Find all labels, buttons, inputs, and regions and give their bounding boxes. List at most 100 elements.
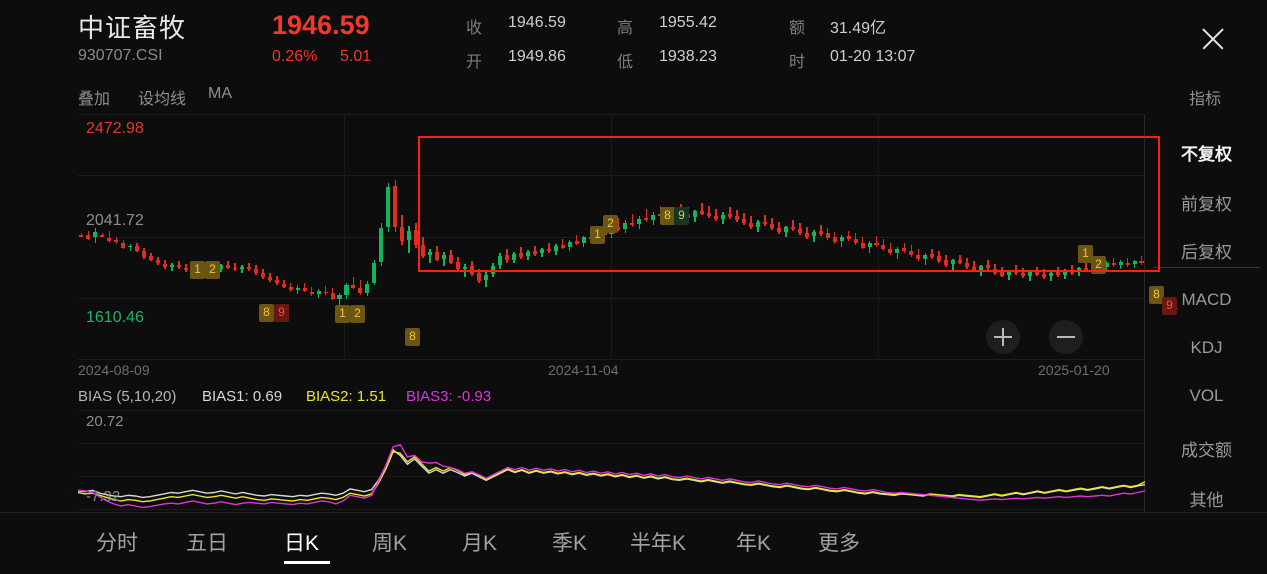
candle-body bbox=[260, 273, 265, 277]
chart-toolbar: 叠加 设均线 MA 指标 bbox=[0, 84, 1267, 114]
candle-body bbox=[386, 187, 391, 227]
change-value: 5.01 bbox=[340, 48, 372, 65]
candle-wick bbox=[1008, 270, 1010, 281]
candle-wick bbox=[1112, 258, 1115, 268]
tab-五日[interactable]: 五日 bbox=[186, 532, 228, 555]
candle-body bbox=[1034, 271, 1039, 275]
zoom-out-icon[interactable] bbox=[1049, 320, 1083, 354]
candle-body bbox=[351, 284, 356, 288]
candle-body bbox=[902, 248, 907, 252]
candle-wick bbox=[547, 243, 550, 253]
bias-subchart: 20.72 -7.32 bbox=[78, 410, 1145, 510]
candle-body bbox=[741, 219, 746, 224]
marker-badge: 1 bbox=[1078, 245, 1093, 263]
tab-季K[interactable]: 季K bbox=[552, 532, 588, 555]
bias2-value: BIAS2: 1.51 bbox=[306, 388, 387, 405]
tab-月K[interactable]: 月K bbox=[462, 532, 498, 555]
candle-body bbox=[909, 250, 914, 256]
marker-badge: 8 bbox=[660, 207, 675, 225]
candle-body bbox=[860, 242, 865, 248]
candle-body bbox=[951, 260, 956, 265]
sidebar-item-不复权[interactable]: 不复权 bbox=[1181, 145, 1232, 164]
candle-body bbox=[511, 254, 516, 260]
candle-body bbox=[100, 234, 105, 238]
candle-body bbox=[532, 251, 537, 255]
candle-body bbox=[1118, 262, 1123, 265]
candle-body bbox=[769, 223, 774, 229]
candle-body bbox=[504, 255, 509, 261]
candle-body bbox=[483, 274, 488, 281]
zoom-in-icon[interactable] bbox=[986, 320, 1020, 354]
candle-body bbox=[707, 212, 712, 217]
bias3-value: BIAS3: -0.93 bbox=[406, 388, 492, 405]
candle-body bbox=[895, 248, 900, 253]
tab-半年K[interactable]: 半年K bbox=[630, 532, 687, 555]
candle-body bbox=[1013, 270, 1018, 274]
sidebar-item-后复权[interactable]: 后复权 bbox=[1181, 243, 1232, 262]
candle-body bbox=[1055, 272, 1060, 276]
candle-body bbox=[274, 280, 279, 284]
tab-日K[interactable]: 日K bbox=[284, 532, 320, 555]
marker-badge: 8 bbox=[405, 328, 420, 346]
candle-body bbox=[874, 242, 879, 246]
candle-body bbox=[846, 236, 851, 240]
bias-line-BIAS3 bbox=[78, 443, 1145, 509]
bias-axis-min: -7.32 bbox=[86, 488, 121, 505]
candle-body bbox=[107, 238, 112, 241]
date-tick: 2025-01-20 bbox=[1038, 362, 1110, 378]
toolbar-item-2[interactable]: MA bbox=[208, 85, 232, 102]
toolbar-item-0[interactable]: 叠加 bbox=[78, 91, 111, 108]
close-icon[interactable] bbox=[1196, 22, 1230, 56]
quote-value: 1955.42 bbox=[659, 14, 717, 31]
marker-badge: 2 bbox=[603, 215, 618, 233]
indicator-menu-button[interactable]: 指标 bbox=[1188, 91, 1221, 108]
sidebar-item-成交额[interactable]: 成交额 bbox=[1181, 441, 1232, 460]
sidebar-item-VOL[interactable]: VOL bbox=[1189, 386, 1224, 405]
candle-body bbox=[797, 228, 802, 234]
candle-body bbox=[393, 186, 398, 228]
toolbar-item-1[interactable]: 设均线 bbox=[138, 91, 187, 108]
sidebar-item-MACD[interactable]: MACD bbox=[1181, 290, 1232, 309]
candle-wick bbox=[987, 260, 989, 270]
sidebar-item-KDJ[interactable]: KDJ bbox=[1190, 338, 1223, 357]
quote-label: 高 bbox=[617, 20, 634, 37]
candle-body bbox=[135, 246, 140, 251]
candle-wick bbox=[533, 246, 536, 256]
candle-wick bbox=[80, 233, 83, 238]
tab-更多[interactable]: 更多 bbox=[818, 532, 860, 555]
quote-value: 1946.59 bbox=[508, 14, 566, 31]
candle-body bbox=[428, 252, 433, 256]
candle-body bbox=[916, 254, 921, 260]
sidebar-item-前复权[interactable]: 前复权 bbox=[1181, 195, 1232, 214]
candle-body bbox=[700, 210, 705, 214]
sidebar-item-其他[interactable]: 其他 bbox=[1189, 491, 1224, 510]
candle-wick bbox=[764, 214, 766, 227]
candle-wick bbox=[303, 283, 306, 293]
candle-body bbox=[1000, 272, 1005, 276]
candle-body bbox=[937, 256, 942, 261]
candle-body bbox=[379, 227, 384, 262]
candle-body bbox=[435, 251, 440, 260]
tab-分时[interactable]: 分时 bbox=[96, 532, 138, 555]
last-price: 1946.59 bbox=[272, 10, 370, 40]
candle-wick bbox=[701, 203, 703, 216]
candle-wick bbox=[101, 232, 104, 237]
candle-body bbox=[839, 236, 844, 242]
candle-wick bbox=[896, 247, 899, 260]
candle-body bbox=[930, 254, 935, 257]
candle-body bbox=[121, 242, 126, 248]
candle-body bbox=[177, 264, 182, 268]
candle-wick bbox=[108, 231, 111, 243]
candle-body bbox=[525, 251, 530, 257]
tab-年K[interactable]: 年K bbox=[736, 532, 772, 555]
candle-body bbox=[630, 222, 635, 225]
candle-wick bbox=[429, 248, 431, 264]
candle-body bbox=[728, 214, 733, 217]
tab-周K[interactable]: 周K bbox=[372, 532, 408, 555]
candle-wick bbox=[903, 242, 906, 253]
candle-body bbox=[581, 237, 586, 244]
candle-wick bbox=[359, 280, 362, 295]
candle-body bbox=[693, 211, 698, 217]
